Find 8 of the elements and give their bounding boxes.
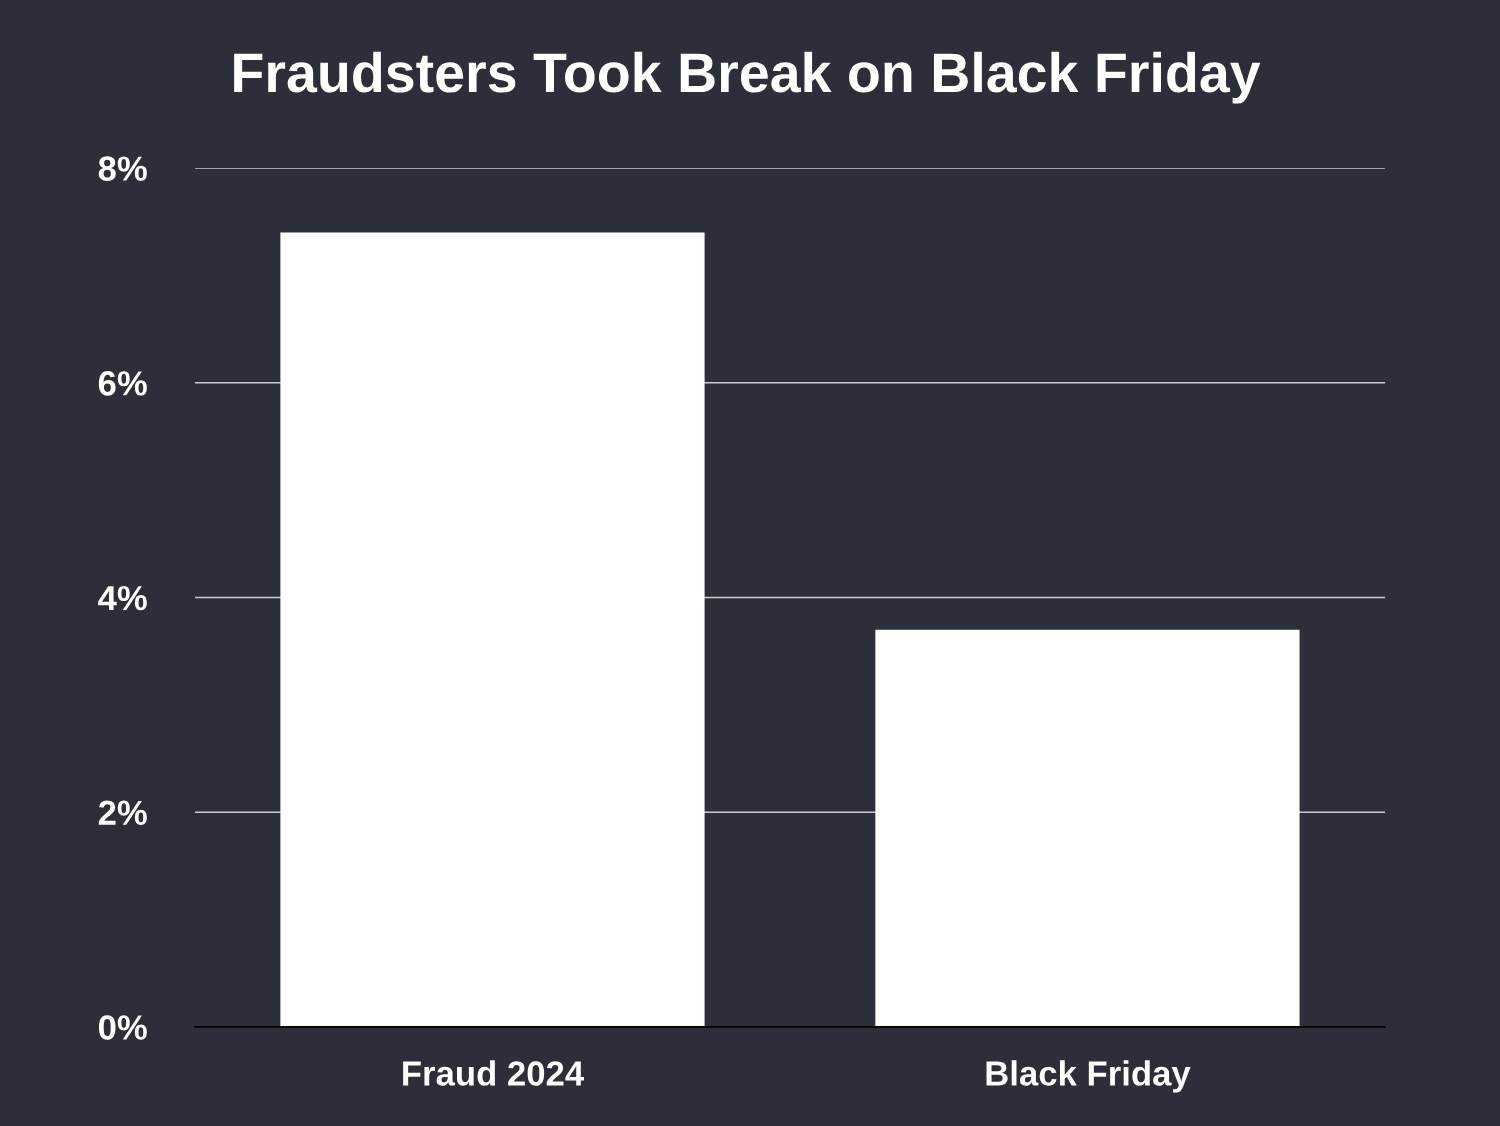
x-tick-label: Black Friday: [986, 1060, 1191, 1093]
x-tick-label: Fraud 2024: [403, 1060, 584, 1086]
y-tick-label: 4%: [98, 585, 147, 611]
y-tick-label: 8%: [98, 156, 147, 181]
y-tick-label: 0%: [98, 1015, 147, 1040]
y-tick-label: 6%: [98, 371, 147, 396]
y-tick-label: 2%: [98, 800, 147, 826]
chart-title: Fraudsters Took Break on Black Friday: [234, 51, 1261, 104]
